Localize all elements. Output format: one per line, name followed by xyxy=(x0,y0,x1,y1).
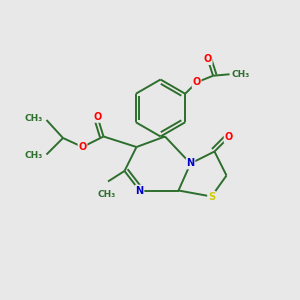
Text: O: O xyxy=(93,112,102,122)
Text: N: N xyxy=(186,158,195,169)
Text: CH₃: CH₃ xyxy=(25,114,43,123)
Text: N: N xyxy=(135,185,144,196)
Text: CH₃: CH₃ xyxy=(98,190,116,199)
Text: S: S xyxy=(208,191,215,202)
Text: O: O xyxy=(78,142,87,152)
Text: O: O xyxy=(193,77,201,87)
Text: CH₃: CH₃ xyxy=(25,152,43,160)
Text: CH₃: CH₃ xyxy=(231,70,249,79)
Text: O: O xyxy=(204,54,212,64)
Text: O: O xyxy=(224,132,233,142)
